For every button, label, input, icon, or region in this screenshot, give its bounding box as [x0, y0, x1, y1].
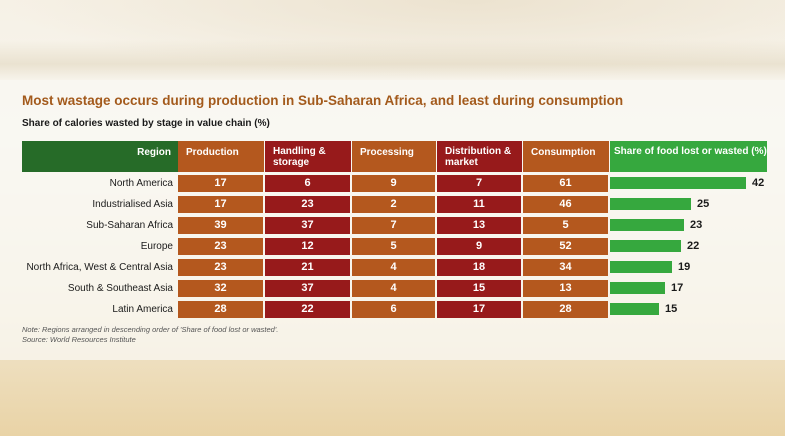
- value-cell: 5: [523, 217, 608, 234]
- value-cell: 28: [523, 301, 608, 318]
- share-bar: [610, 282, 665, 294]
- value-cell: 17: [178, 196, 263, 213]
- value-cell: 12: [265, 238, 350, 255]
- value-cell: 32: [178, 280, 263, 297]
- row-label: Sub-Saharan Africa: [86, 220, 173, 231]
- chart-subtitle: Share of calories wasted by stage in val…: [22, 118, 270, 129]
- header-handling-storage: Handling & storage: [265, 141, 351, 172]
- share-label: 23: [690, 219, 703, 231]
- chart-title: Most wastage occurs during production in…: [22, 93, 624, 108]
- share-label: 15: [665, 303, 678, 315]
- value-cell: 37: [265, 280, 350, 297]
- share-bar: [610, 240, 681, 252]
- header-consumption: Consumption: [523, 141, 609, 172]
- value-cell: 6: [265, 175, 350, 192]
- chart-source: Source: World Resources Institute: [22, 335, 136, 344]
- value-cell: 46: [523, 196, 608, 213]
- value-cell: 17: [437, 301, 521, 318]
- row-label: Europe: [140, 241, 173, 252]
- value-cell: 61: [523, 175, 608, 192]
- value-cell: 28: [178, 301, 263, 318]
- share-bar: [610, 219, 684, 231]
- value-cell: 11: [437, 196, 521, 213]
- share-bar: [610, 261, 672, 273]
- value-cell: 23: [178, 259, 263, 276]
- value-cell: 2: [352, 196, 435, 213]
- value-cell: 52: [523, 238, 608, 255]
- header-processing: Processing: [352, 141, 436, 172]
- value-cell: 17: [178, 175, 263, 192]
- row-label: Latin America: [112, 304, 173, 315]
- row-label: South & Southeast Asia: [67, 283, 173, 294]
- value-cell: 22: [265, 301, 350, 318]
- share-label: 17: [671, 282, 684, 294]
- value-cell: 37: [265, 217, 350, 234]
- value-cell: 9: [437, 238, 521, 255]
- value-cell: 4: [352, 280, 435, 297]
- value-cell: 5: [352, 238, 435, 255]
- chart-note: Note: Regions arranged in descending ord…: [22, 325, 279, 334]
- share-bar: [610, 177, 746, 189]
- row-label: Industrialised Asia: [92, 199, 173, 210]
- value-cell: 15: [437, 280, 521, 297]
- share-bar: [610, 198, 691, 210]
- sky-glow: [0, 0, 785, 80]
- value-cell: 13: [437, 217, 521, 234]
- value-cell: 39: [178, 217, 263, 234]
- value-cell: 18: [437, 259, 521, 276]
- value-cell: 7: [352, 217, 435, 234]
- value-cell: 23: [265, 196, 350, 213]
- share-label: 19: [678, 261, 691, 273]
- value-cell: 6: [352, 301, 435, 318]
- value-cell: 23: [178, 238, 263, 255]
- row-label: North America: [109, 178, 173, 189]
- row-label: North Africa, West & Central Asia: [26, 262, 173, 273]
- header-region: Region: [22, 141, 178, 172]
- value-cell: 34: [523, 259, 608, 276]
- header-distribution-market: Distribution & market: [437, 141, 522, 172]
- value-cell: 7: [437, 175, 521, 192]
- share-bar: [610, 303, 659, 315]
- share-label: 22: [687, 240, 700, 252]
- share-label: 42: [752, 177, 765, 189]
- value-cell: 4: [352, 259, 435, 276]
- header-production: Production: [178, 141, 264, 172]
- field-horizon: [0, 40, 785, 80]
- share-label: 25: [697, 198, 710, 210]
- value-cell: 21: [265, 259, 350, 276]
- header-share: Share of food lost or wasted (%): [610, 141, 767, 172]
- value-cell: 13: [523, 280, 608, 297]
- value-cell: 9: [352, 175, 435, 192]
